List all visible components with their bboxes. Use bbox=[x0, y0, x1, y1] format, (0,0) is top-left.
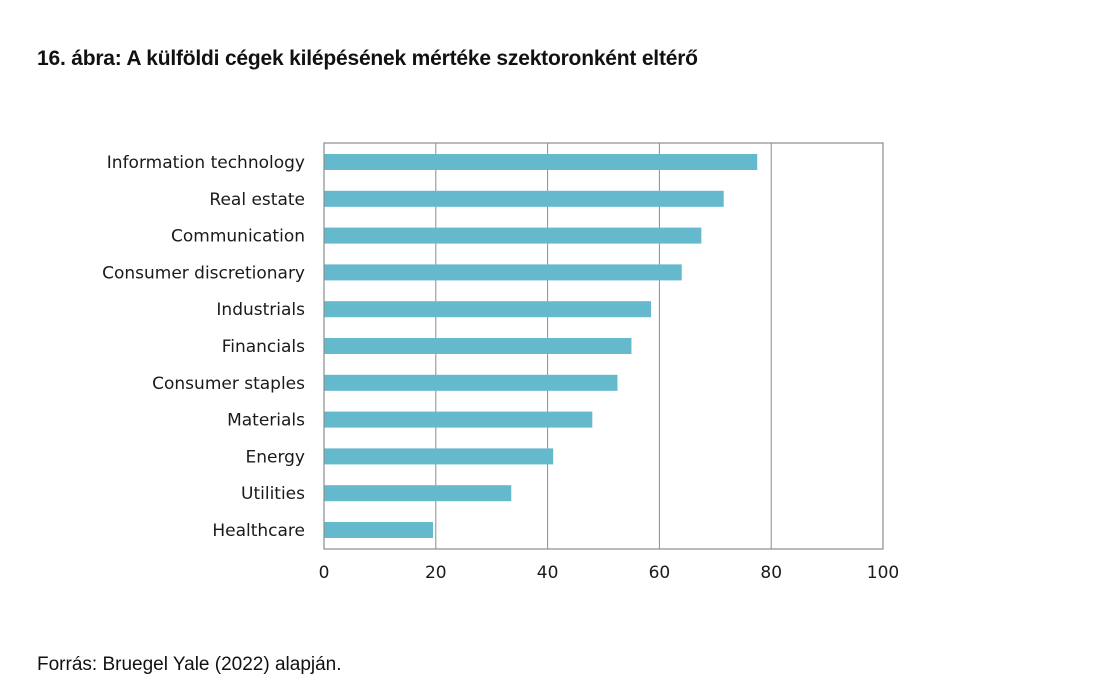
bar bbox=[324, 448, 554, 465]
category-label: Communication bbox=[171, 227, 305, 247]
source-note: Forrás: Bruegel Yale (2022) alapján. bbox=[37, 654, 342, 675]
bar bbox=[324, 154, 758, 170]
bar bbox=[324, 227, 702, 244]
bar bbox=[324, 301, 652, 318]
x-tick-label: 20 bbox=[425, 563, 447, 583]
bar bbox=[324, 411, 593, 428]
x-tick-label: 40 bbox=[537, 563, 559, 583]
plot-border bbox=[323, 142, 884, 550]
category-label: Industrials bbox=[216, 300, 305, 320]
bar bbox=[324, 190, 724, 207]
category-label: Financials bbox=[222, 337, 305, 357]
figure-title: 16. ábra: A külföldi cégek kilépésének m… bbox=[37, 47, 698, 70]
category-labels: Information technology Real estate Communi… bbox=[102, 153, 305, 541]
bar bbox=[324, 338, 632, 354]
category-label: Consumer discretionary bbox=[102, 263, 305, 283]
category-label: Real estate bbox=[209, 190, 305, 210]
category-label: Consumer staples bbox=[152, 374, 305, 394]
bars bbox=[324, 154, 758, 538]
category-label: Energy bbox=[245, 447, 305, 467]
x-tick-label: 60 bbox=[649, 563, 671, 583]
x-tick-label: 80 bbox=[760, 563, 782, 583]
category-label: Healthcare bbox=[212, 521, 305, 541]
bar bbox=[324, 485, 512, 502]
bar bbox=[324, 374, 618, 391]
bar bbox=[324, 522, 434, 538]
category-label: Utilities bbox=[241, 484, 305, 504]
plot-frame bbox=[323, 142, 884, 550]
category-label: Materials bbox=[227, 411, 305, 431]
x-tick-labels: 0 20 40 60 80 100 bbox=[319, 563, 900, 583]
category-label: Information technology bbox=[107, 153, 305, 173]
x-tick-label: 100 bbox=[867, 563, 899, 583]
x-tick-label: 0 bbox=[319, 563, 330, 583]
bar bbox=[324, 264, 682, 281]
